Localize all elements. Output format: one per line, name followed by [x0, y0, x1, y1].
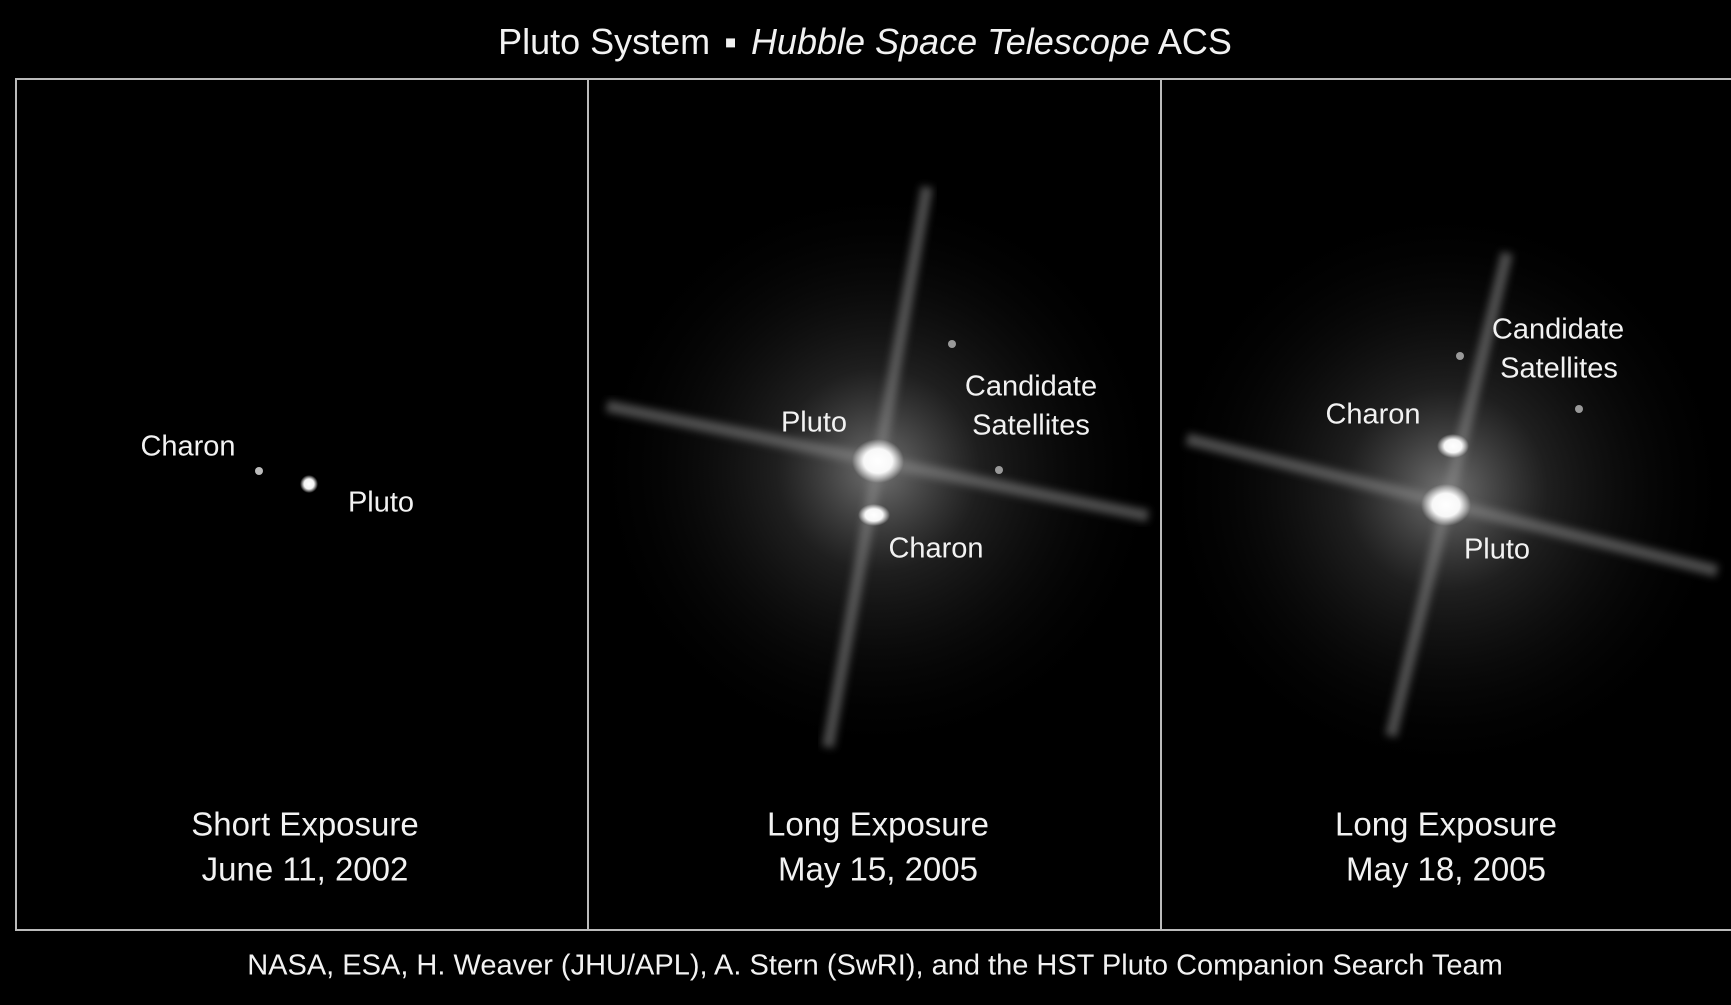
charon-image: [858, 504, 890, 526]
caption: Long Exposure: [1335, 806, 1557, 843]
label: Pluto: [1464, 534, 1530, 566]
label: Charon: [888, 533, 983, 565]
panel-long-exposure-2: Candidate Satellites Charon Pluto Long E…: [1162, 200, 1731, 888]
label: Charon: [1325, 399, 1420, 431]
title-text: Pluto System ▪ Hubble Space Telescope ACS: [498, 21, 1232, 62]
satellite-image: [1575, 405, 1583, 413]
pluto-image: [1421, 484, 1471, 526]
caption: Long Exposure: [767, 806, 989, 843]
charon-image: [1437, 434, 1469, 458]
charon-image: [255, 467, 263, 475]
label: Satellites: [1500, 353, 1618, 385]
label: Pluto: [781, 407, 847, 439]
pluto-image: [852, 439, 904, 483]
caption: Short Exposure: [191, 806, 418, 843]
label: Candidate: [1492, 314, 1624, 346]
panel-short-exposure: Charon Pluto Short Exposure June 11, 200…: [140, 431, 418, 888]
satellite-image: [1456, 352, 1464, 360]
satellite-image: [995, 466, 1003, 474]
title: Pluto System ▪ Hubble Space Telescope ACS: [498, 21, 1232, 62]
title-separator: ▪: [724, 21, 737, 62]
caption: June 11, 2002: [202, 851, 409, 888]
pluto-image: [300, 475, 318, 493]
panel-frame: [15, 78, 1731, 931]
title-start: Pluto System: [498, 21, 710, 62]
panel-long-exposure-1: Pluto Candidate Satellites Charon Long E…: [589, 180, 1160, 888]
caption: May 18, 2005: [1346, 851, 1546, 888]
title-italic: Hubble Space Telescope: [751, 21, 1150, 62]
label: Pluto: [348, 487, 414, 519]
label: Satellites: [972, 410, 1090, 442]
satellite-image: [948, 340, 956, 348]
caption: May 15, 2005: [778, 851, 978, 888]
credit: NASA, ESA, H. Weaver (JHU/APL), A. Stern…: [247, 950, 1503, 982]
label: Candidate: [965, 371, 1097, 403]
label: Charon: [140, 431, 235, 463]
title-end: ACS: [1158, 21, 1232, 62]
